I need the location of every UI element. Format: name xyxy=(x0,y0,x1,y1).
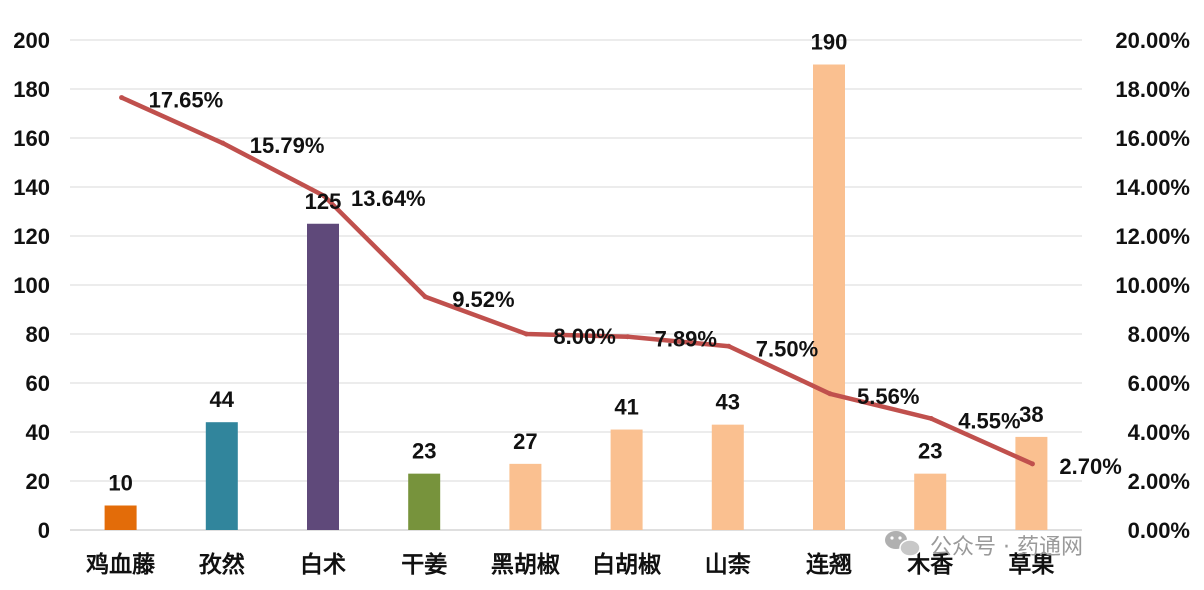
y-tick-label: 60 xyxy=(26,371,50,396)
line-point xyxy=(422,294,428,300)
category-label: 草果 xyxy=(1008,552,1054,578)
bar xyxy=(914,473,947,530)
category-label: 山柰 xyxy=(705,552,751,578)
line-point xyxy=(625,334,631,340)
y-tick-label: 20 xyxy=(26,469,50,494)
category-label: 木香 xyxy=(906,552,954,578)
category-label: 孜然 xyxy=(199,551,245,578)
line-point xyxy=(1029,461,1035,467)
bar xyxy=(610,429,643,530)
bar-value-labels: 10 44 125 23 27 41 43 190 23 38 xyxy=(108,30,1043,496)
y-tick-label: 180 xyxy=(13,77,50,102)
bar xyxy=(307,223,339,530)
y2-tick-label: 14.00% xyxy=(1115,175,1190,200)
percentage-labels: 17.65% 15.79% 13.64% 9.52% 8.00% 7.89% 7.50% 5.… xyxy=(149,88,1122,479)
category-label: 白胡椒 xyxy=(592,551,661,578)
bar-value-label: 38 xyxy=(1019,402,1043,427)
line-point xyxy=(726,343,732,349)
y-tick-label: 200 xyxy=(13,28,50,53)
y-tick-label: 0 xyxy=(38,518,50,543)
y-tick-label: 160 xyxy=(13,126,50,151)
percentage-label: 17.65% xyxy=(149,88,224,113)
y2-tick-label: 4.00% xyxy=(1128,420,1190,445)
y2-tick-label: 2.00% xyxy=(1128,469,1190,494)
bar-value-label: 190 xyxy=(811,30,848,55)
category-labels: 鸡血藤 孜然 白术 干姜 黑胡椒 白胡椒 山柰 连翘 木香 草果 xyxy=(85,551,1054,578)
bar xyxy=(408,473,441,530)
bar-value-label: 10 xyxy=(108,471,132,496)
percentage-label: 4.55% xyxy=(958,409,1020,434)
percentage-label: 8.00% xyxy=(553,324,615,349)
category-label: 黑胡椒 xyxy=(491,552,560,578)
bar-value-label: 23 xyxy=(918,439,942,464)
right-axis-tick-labels: 0.00% 2.00% 4.00% 6.00% 8.00% 10.00% 12.00% 14.… xyxy=(1115,28,1190,543)
percentage-label: 9.52% xyxy=(452,287,514,312)
y-tick-label: 80 xyxy=(26,322,50,347)
y-tick-label: 100 xyxy=(13,273,50,298)
category-label: 鸡血藤 xyxy=(85,551,156,578)
bar-value-label: 41 xyxy=(614,395,638,420)
percentage-line-path xyxy=(119,95,1035,467)
line-point xyxy=(220,140,226,146)
bars xyxy=(104,64,1048,530)
percentage-label: 5.56% xyxy=(857,384,919,409)
bar xyxy=(205,422,238,530)
bar-value-label: 43 xyxy=(716,390,740,415)
y2-tick-label: 10.00% xyxy=(1115,273,1190,298)
y2-tick-label: 12.00% xyxy=(1115,224,1190,249)
percentage-label: 15.79% xyxy=(250,133,325,158)
category-label: 连翘 xyxy=(806,551,852,578)
y-tick-label: 40 xyxy=(26,420,50,445)
bar-value-label: 125 xyxy=(305,189,342,214)
watermark-text: 公众号 · 药通网 xyxy=(930,535,1083,560)
wechat-icon xyxy=(885,531,921,557)
percentage-label: 7.89% xyxy=(655,327,717,352)
bar xyxy=(509,463,542,530)
percentage-label: 7.50% xyxy=(756,336,818,361)
y-tick-label: 140 xyxy=(13,175,50,200)
line-point xyxy=(321,193,327,199)
category-label: 白术 xyxy=(300,551,346,578)
watermark: 公众号 · 药通网 xyxy=(885,531,1083,560)
bar xyxy=(813,64,845,530)
bar xyxy=(711,424,744,530)
line-point xyxy=(119,95,125,101)
bar xyxy=(104,505,137,530)
bar-value-label: 23 xyxy=(412,439,436,464)
line-point xyxy=(827,391,833,397)
category-label: 干姜 xyxy=(401,551,447,578)
bar xyxy=(1015,436,1048,530)
y-tick-label: 120 xyxy=(13,224,50,249)
y2-tick-label: 20.00% xyxy=(1115,28,1190,53)
y2-tick-label: 6.00% xyxy=(1128,371,1190,396)
bar-value-label: 27 xyxy=(513,429,537,454)
bar-value-label: 44 xyxy=(210,387,235,412)
percentage-label: 2.70% xyxy=(1059,454,1121,479)
y2-tick-label: 16.00% xyxy=(1115,126,1190,151)
line-point xyxy=(928,416,934,422)
y2-tick-label: 18.00% xyxy=(1115,77,1190,102)
percentage-line xyxy=(119,95,1035,467)
percentage-label: 13.64% xyxy=(351,186,426,211)
line-point xyxy=(523,331,529,337)
y2-tick-label: 0.00% xyxy=(1128,518,1190,543)
y2-tick-label: 8.00% xyxy=(1128,322,1190,347)
left-axis-tick-labels: 0 20 40 60 80 100 120 140 160 180 200 xyxy=(13,28,50,543)
